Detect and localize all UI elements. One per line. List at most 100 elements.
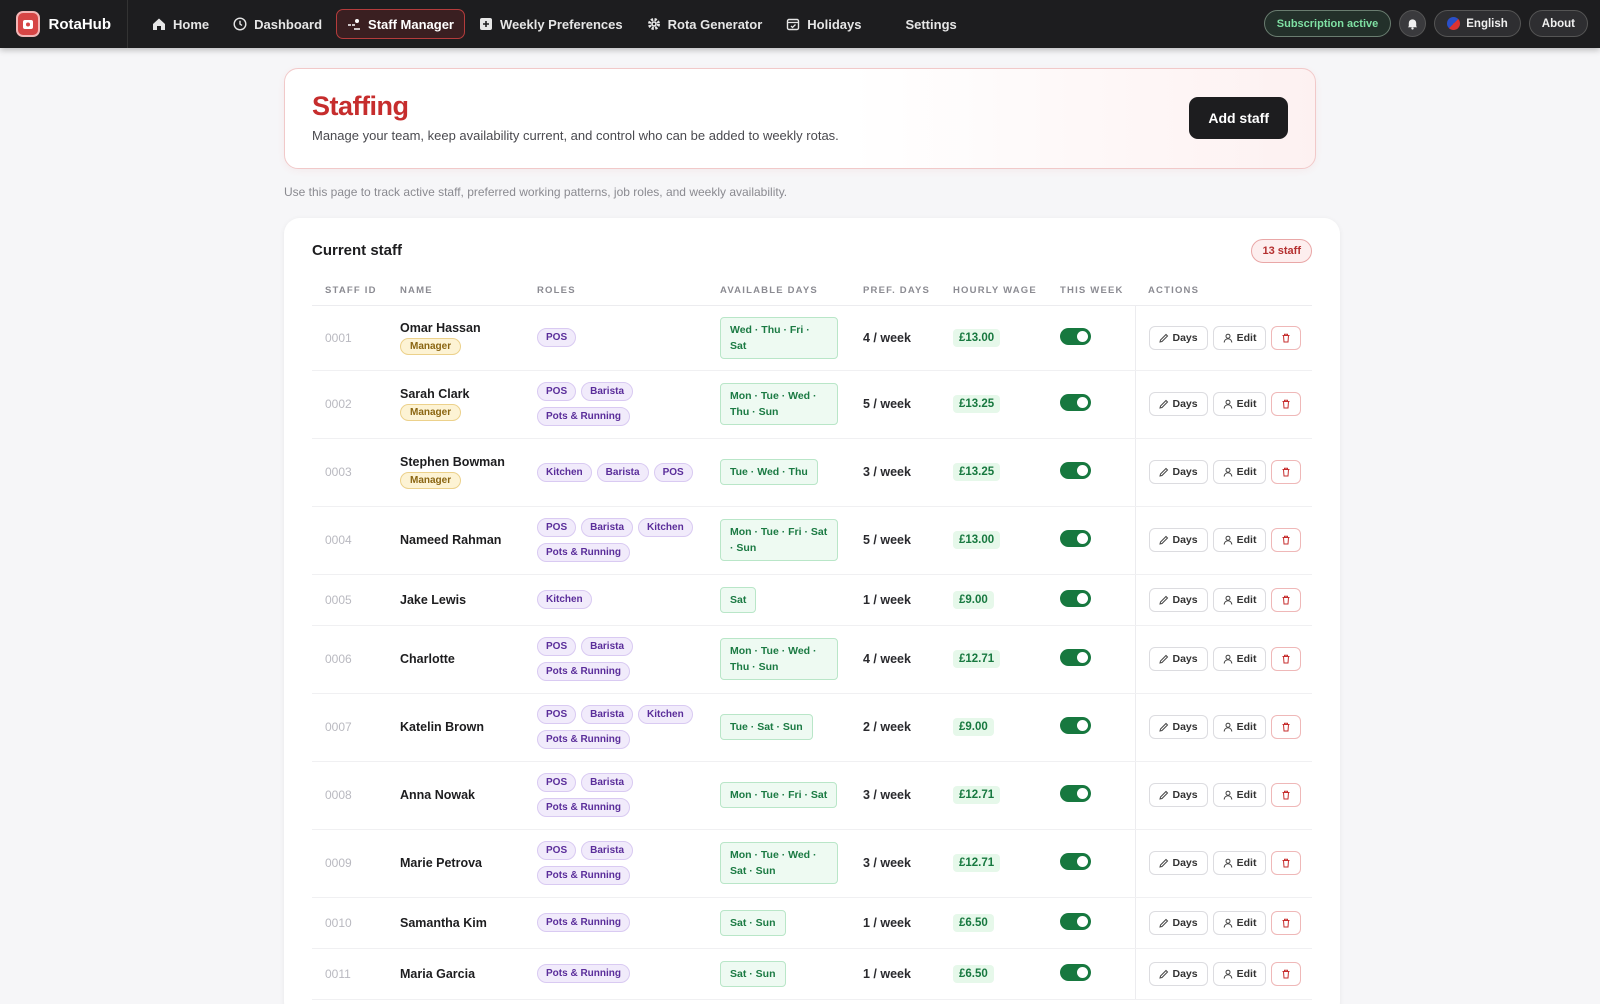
role-tag: POS [537,705,577,724]
staff-id: 0010 [325,915,352,930]
role-tag: POS [537,637,577,656]
this-week-toggle[interactable] [1060,589,1091,607]
edit-button[interactable]: Edit [1212,528,1267,552]
notifications-button[interactable] [1399,10,1427,37]
this-week-toggle[interactable] [1060,785,1091,802]
table-row: 0004 Nameed Rahman POS Barista Kitchen Pots… [312,506,1312,575]
days-button[interactable]: Days [1148,528,1208,552]
days-button[interactable]: Days [1148,783,1208,807]
this-week-toggle[interactable] [1060,462,1091,479]
edit-button[interactable]: Edit [1212,392,1267,416]
delete-button[interactable] [1271,961,1302,986]
nav-item-rota-generator[interactable]: Rota Generator [637,9,773,39]
column-header[interactable]: AVAILABLE DAYS [707,276,850,306]
role-tag: POS [653,462,693,482]
language-selector[interactable]: English [1434,10,1521,37]
hourly-wage: £13.00 [953,531,1001,549]
user-icon [1223,467,1232,477]
days-button[interactable]: Days [1148,325,1208,350]
column-header[interactable]: THIS WEEK [1047,276,1135,306]
role-tag: Kitchen [537,590,592,609]
available-days: Wed · Thu · Fri · Sat [720,316,838,359]
staff-id: 0006 [325,652,352,666]
edit-button-label: Edit [1236,857,1257,869]
page-subtitle: Manage your team, keep availability curr… [312,128,839,143]
staff-id: 0001 [325,330,352,345]
delete-button[interactable] [1271,910,1302,935]
table-row: 0010 Samantha Kim Pots & Running Sat · S… [312,897,1312,949]
available-days: Mon · Tue · Wed · Sat · Sun [720,842,838,884]
this-week-toggle[interactable] [1060,327,1091,345]
nav-item-dashboard[interactable]: Dashboard [223,9,332,39]
column-header[interactable]: HOURLY WAGE [940,276,1047,306]
column-header[interactable]: PREF. DAYS [850,276,940,306]
available-days: Sat · Sun [720,909,786,936]
this-week-toggle[interactable] [1060,530,1091,547]
edit-button[interactable]: Edit [1212,460,1267,484]
nav-item-weekly-preferences[interactable]: Weekly Preferences [469,9,633,39]
column-header[interactable]: ROLES [524,276,707,306]
edit-button[interactable]: Edit [1212,851,1267,875]
staff-icon [348,19,361,30]
language-label: English [1466,17,1508,30]
nav-item-label: Staff Manager [368,16,454,32]
delete-button[interactable] [1271,528,1302,552]
staff-id: 0004 [325,533,352,547]
row-actions: Days Edit [1148,392,1313,416]
add-staff-button[interactable]: Add staff [1189,97,1288,139]
column-header[interactable]: STAFF ID [312,276,387,306]
about-button[interactable]: About [1528,10,1588,37]
plus-square-icon [480,18,492,30]
role-tag: POS [537,773,577,792]
edit-button-label: Edit [1236,331,1257,344]
edit-button[interactable]: Edit [1212,587,1267,612]
edit-button[interactable]: Edit [1212,647,1267,671]
trash-icon [1282,969,1290,978]
days-button[interactable]: Days [1148,851,1208,875]
edit-button[interactable]: Edit [1212,783,1267,807]
edit-button[interactable]: Edit [1212,910,1267,935]
column-header[interactable]: NAME [387,276,524,306]
this-week-toggle[interactable] [1060,717,1091,734]
subscription-status-badge[interactable]: Subscription active [1263,10,1392,37]
role-tag: POS [537,328,577,347]
staff-id: 0008 [325,788,352,802]
delete-button[interactable] [1271,647,1302,671]
delete-button[interactable] [1271,587,1302,612]
this-week-toggle[interactable] [1060,963,1091,981]
table-row: 0001 Omar Hassan Manager POS Wed · Thu · … [312,305,1312,371]
table-row: 0005 Jake Lewis Kitchen Sat 1 / week £9.… [312,574,1312,626]
nav-item-home[interactable]: Home [142,9,219,39]
this-week-toggle[interactable] [1060,394,1091,411]
this-week-toggle[interactable] [1060,912,1091,930]
edit-button-label: Edit [1236,534,1257,546]
delete-button[interactable] [1271,325,1302,350]
edit-button[interactable]: Edit [1212,961,1267,986]
nav-item-holidays[interactable]: Holidays [776,9,871,39]
days-button[interactable]: Days [1148,715,1208,739]
nav-item-settings[interactable]: Settings [895,9,966,39]
nav-item-staff-manager[interactable]: Staff Manager [336,9,465,39]
brand[interactable]: RotaHub [0,0,128,48]
this-week-toggle[interactable] [1060,649,1091,666]
role-tag: Kitchen [537,462,592,482]
pencil-icon [1158,535,1168,545]
delete-button[interactable] [1271,851,1302,875]
days-button[interactable]: Days [1148,647,1208,671]
days-button[interactable]: Days [1148,392,1208,416]
role-tags: POS Barista Kitchen Pots & Running [537,518,707,562]
available-days: Tue · Sat · Sun [720,714,813,740]
delete-button[interactable] [1271,392,1302,416]
days-button[interactable]: Days [1148,587,1208,612]
delete-button[interactable] [1271,715,1302,739]
role-tags: POS [537,328,707,347]
edit-button[interactable]: Edit [1212,715,1267,739]
days-button[interactable]: Days [1148,460,1208,484]
delete-button[interactable] [1271,783,1302,807]
days-button[interactable]: Days [1148,910,1208,935]
delete-button[interactable] [1271,460,1302,484]
days-button[interactable]: Days [1148,961,1208,986]
edit-button[interactable]: Edit [1212,325,1267,350]
days-button-label: Days [1172,789,1198,801]
this-week-toggle[interactable] [1060,853,1091,870]
